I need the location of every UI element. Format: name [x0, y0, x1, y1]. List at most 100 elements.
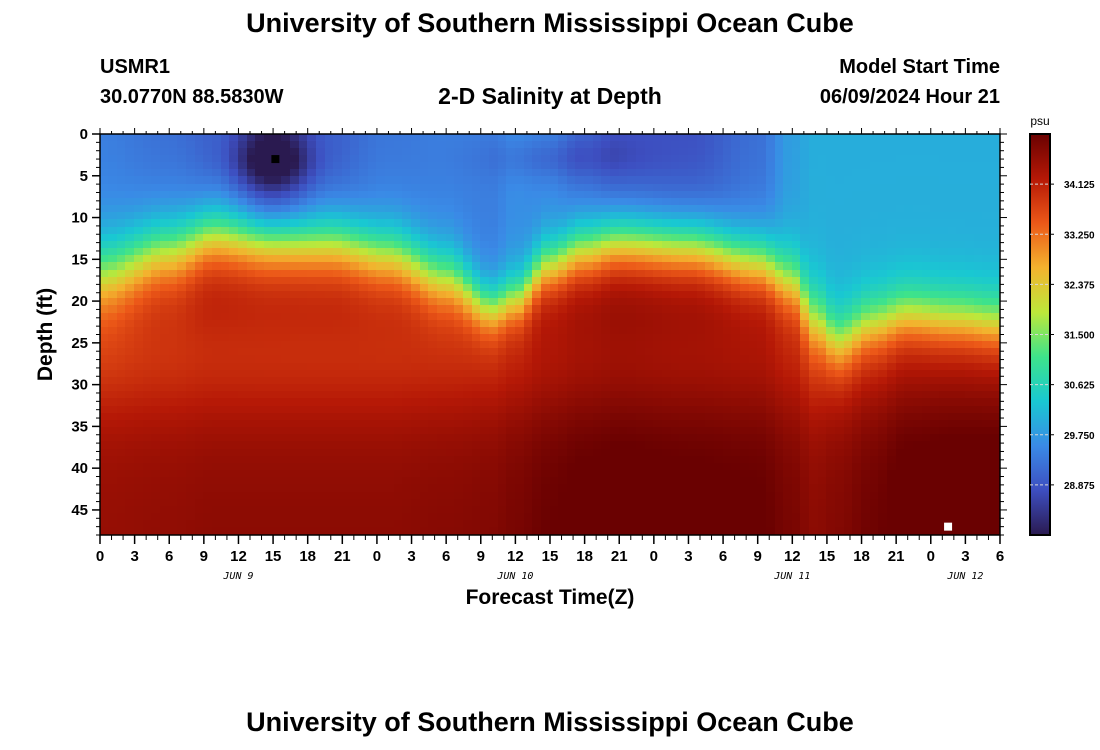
- heatmap-cell: [368, 348, 378, 357]
- heatmap-cell: [134, 155, 145, 164]
- heatmap-cell: [844, 305, 854, 315]
- heatmap-cell: [108, 212, 119, 221]
- heatmap-cell: [169, 456, 179, 465]
- heatmap-cell: [151, 313, 162, 322]
- heatmap-cell: [697, 477, 707, 486]
- heatmap-cell: [281, 184, 292, 193]
- heatmap-cell: [679, 513, 690, 522]
- heatmap-cell: [420, 212, 430, 221]
- heatmap-cell: [463, 463, 474, 472]
- heatmap-cell: [247, 527, 257, 536]
- page-title: University of Southern Mississippi Ocean…: [246, 8, 854, 38]
- heatmap-cell: [463, 148, 474, 157]
- heatmap-cell: [818, 377, 828, 386]
- heatmap-cell: [255, 420, 266, 429]
- heatmap-cell: [575, 284, 586, 293]
- heatmap-cell: [385, 134, 396, 143]
- heatmap-cell: [800, 219, 811, 229]
- heatmap-cell: [671, 227, 681, 236]
- heatmap-cell: [723, 298, 733, 307]
- heatmap-cell: [221, 248, 231, 257]
- heatmap-cell: [359, 477, 370, 486]
- heatmap-cell: [108, 348, 119, 357]
- heatmap-cell: [117, 305, 127, 315]
- heatmap-cell: [757, 327, 768, 336]
- heatmap-cell: [264, 484, 275, 494]
- heatmap-cell: [567, 355, 577, 365]
- heatmap-cell: [757, 477, 768, 486]
- heatmap-cell: [203, 384, 214, 393]
- heatmap-cell: [299, 334, 309, 343]
- heatmap-cell: [151, 141, 162, 150]
- heatmap-cell: [541, 449, 551, 458]
- heatmap-cell: [852, 506, 863, 515]
- heatmap-cell: [472, 255, 482, 264]
- heatmap-cell: [766, 456, 776, 465]
- heatmap-cell: [420, 456, 430, 465]
- heatmap-cell: [610, 284, 621, 293]
- heatmap-cell: [264, 141, 275, 150]
- heatmap-cell: [524, 291, 534, 300]
- heatmap-cell: [342, 484, 352, 494]
- heatmap-cell: [420, 305, 430, 315]
- heatmap-cell: [783, 277, 794, 286]
- heatmap-cell: [775, 219, 785, 229]
- heatmap-cell: [705, 234, 716, 243]
- heatmap-cell: [169, 477, 179, 486]
- heatmap-cell: [697, 434, 707, 443]
- heatmap-cell: [428, 262, 439, 272]
- heatmap-cell: [394, 241, 404, 250]
- heatmap-cell: [134, 492, 145, 501]
- heatmap-cell: [359, 363, 370, 372]
- heatmap-cell: [411, 284, 422, 293]
- heatmap-cell: [281, 370, 292, 379]
- heatmap-cell: [307, 212, 318, 221]
- heatmap-cell: [593, 277, 603, 286]
- heatmap-cell: [160, 262, 171, 272]
- heatmap-cell: [281, 527, 292, 536]
- heatmap-cell: [160, 320, 171, 329]
- heatmap-cell: [662, 348, 673, 357]
- heatmap-cell: [299, 391, 309, 400]
- heatmap-cell: [688, 398, 699, 408]
- heatmap-cell: [627, 305, 638, 315]
- heatmap-cell: [627, 212, 638, 221]
- heatmap-cell: [818, 219, 828, 229]
- heatmap-cell: [437, 413, 448, 422]
- heatmap-cell: [775, 355, 785, 365]
- heatmap-cell: [740, 198, 751, 207]
- heatmap-cell: [463, 334, 474, 343]
- heatmap-cell: [541, 499, 551, 508]
- heatmap-cell: [757, 449, 768, 458]
- heatmap-cell: [264, 169, 275, 178]
- heatmap-cell: [385, 370, 396, 379]
- heatmap-cell: [645, 370, 655, 379]
- heatmap-cell: [221, 284, 231, 293]
- heatmap-cell: [783, 169, 794, 178]
- heatmap-cell: [489, 212, 500, 221]
- heatmap-cell: [117, 484, 127, 494]
- heatmap-cell: [714, 205, 725, 214]
- heatmap-cell: [125, 427, 136, 436]
- heatmap-cell: [480, 398, 491, 408]
- heatmap-cell: [255, 141, 266, 150]
- heatmap-cell: [411, 227, 422, 236]
- heatmap-cell: [454, 470, 465, 479]
- heatmap-cell: [108, 248, 119, 257]
- heatmap-cell: [299, 320, 309, 329]
- heatmap-cell: [125, 513, 136, 522]
- heatmap-cell: [264, 284, 275, 293]
- heatmap-cell: [385, 334, 396, 343]
- heatmap-cell: [290, 305, 301, 315]
- heatmap-cell: [394, 355, 404, 365]
- heatmap-cell: [463, 449, 474, 458]
- heatmap-cell: [108, 377, 119, 386]
- heatmap-cell: [385, 262, 396, 272]
- heatmap-cell: [601, 298, 612, 307]
- heatmap-cell: [125, 520, 136, 529]
- heatmap-cell: [290, 513, 301, 522]
- heatmap-cell: [575, 176, 586, 186]
- heatmap-cell: [186, 313, 197, 322]
- heatmap-cell: [273, 248, 283, 257]
- heatmap-cell: [307, 420, 318, 429]
